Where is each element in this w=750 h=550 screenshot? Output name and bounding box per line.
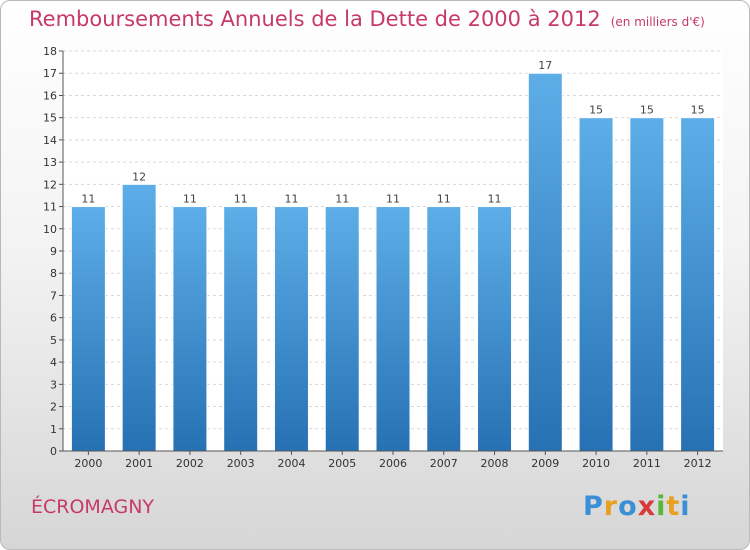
bar xyxy=(121,183,157,452)
logo-letter: P xyxy=(583,491,604,522)
bar xyxy=(375,206,411,452)
logo-letter: r xyxy=(603,491,619,522)
x-tick-label: 2010 xyxy=(582,457,610,470)
y-tick-label: 18 xyxy=(43,45,57,58)
bar xyxy=(629,117,665,452)
y-tick-label: 15 xyxy=(43,112,57,125)
y-tick-label: 12 xyxy=(43,178,57,191)
logo-letter: i xyxy=(656,491,667,522)
bar-value-label: 11 xyxy=(284,193,298,206)
x-axis: 2000 2001 2002 2003 2004 2005 2006 2007 2008 2009… xyxy=(63,450,723,470)
chart-title: Remboursements Annuels de la Dette de 20… xyxy=(29,7,705,31)
y-tick-label: 16 xyxy=(43,89,57,102)
proxiti-logo: Proxiti xyxy=(583,491,691,522)
y-tick-label: 6 xyxy=(50,312,57,325)
x-tick-label: 2004 xyxy=(277,457,305,470)
bar-value-label: 15 xyxy=(589,104,603,117)
bar-value-label: 11 xyxy=(81,193,95,206)
y-tick-label: 1 xyxy=(50,423,57,436)
bars xyxy=(70,72,716,452)
y-tick-label: 13 xyxy=(43,156,57,169)
bar-value-label: 11 xyxy=(335,193,349,206)
logo-letter: o xyxy=(618,491,638,522)
y-tick-label: 9 xyxy=(50,245,57,258)
y-tick-label: 5 xyxy=(50,334,57,347)
logo-letter: x xyxy=(637,491,657,522)
chart-unit: (en milliers d'€) xyxy=(610,15,705,29)
y-tick-label: 14 xyxy=(43,134,57,147)
x-tick-label: 2011 xyxy=(633,457,661,470)
y-tick-label: 8 xyxy=(50,267,57,280)
bar-value-label: 11 xyxy=(234,193,248,206)
x-tick-label: 2003 xyxy=(227,457,255,470)
bar xyxy=(273,206,309,452)
bar-value-label: 12 xyxy=(132,170,146,183)
x-tick-label: 2009 xyxy=(531,457,559,470)
bar-value-label: 15 xyxy=(691,104,705,117)
y-tick-label: 17 xyxy=(43,67,57,80)
y-tick-label: 2 xyxy=(50,401,57,414)
y-tick-label: 3 xyxy=(50,378,57,391)
y-tick-label: 11 xyxy=(43,201,57,214)
bar xyxy=(680,117,716,452)
y-tick-label: 10 xyxy=(43,223,57,236)
x-tick-label: 2012 xyxy=(684,457,712,470)
bar xyxy=(426,206,462,452)
logo-letter: t xyxy=(666,491,681,522)
bar-value-label: 11 xyxy=(437,193,451,206)
bar-value-label: 15 xyxy=(640,104,654,117)
bar-value-label: 11 xyxy=(386,193,400,206)
bar xyxy=(324,206,360,452)
x-tick-label: 2006 xyxy=(379,457,407,470)
bar-value-label: 17 xyxy=(538,59,552,72)
bar xyxy=(477,206,513,452)
x-tick-label: 2002 xyxy=(176,457,204,470)
bar xyxy=(527,72,563,452)
y-tick-label: 0 xyxy=(50,445,57,458)
x-tick-label: 2007 xyxy=(430,457,458,470)
bar-value-label: 11 xyxy=(488,193,502,206)
y-tick-label: 7 xyxy=(50,289,57,302)
x-tick-label: 2008 xyxy=(481,457,509,470)
logo-letter: i xyxy=(680,491,691,522)
bar-value-label: 11 xyxy=(183,193,197,206)
commune-name: ÉCROMAGNY xyxy=(31,496,155,518)
value-labels: 11 12 11 11 11 11 11 11 11 17 15 15 15 xyxy=(81,59,704,205)
y-tick-label: 4 xyxy=(50,356,57,369)
chart-title-text: Remboursements Annuels de la Dette de 20… xyxy=(29,7,601,31)
bar xyxy=(578,117,614,452)
bar xyxy=(172,206,208,452)
x-tick-label: 2000 xyxy=(74,457,102,470)
bar xyxy=(70,206,106,452)
bar xyxy=(223,206,259,452)
x-tick-label: 2005 xyxy=(328,457,356,470)
x-tick-label: 2001 xyxy=(125,457,153,470)
